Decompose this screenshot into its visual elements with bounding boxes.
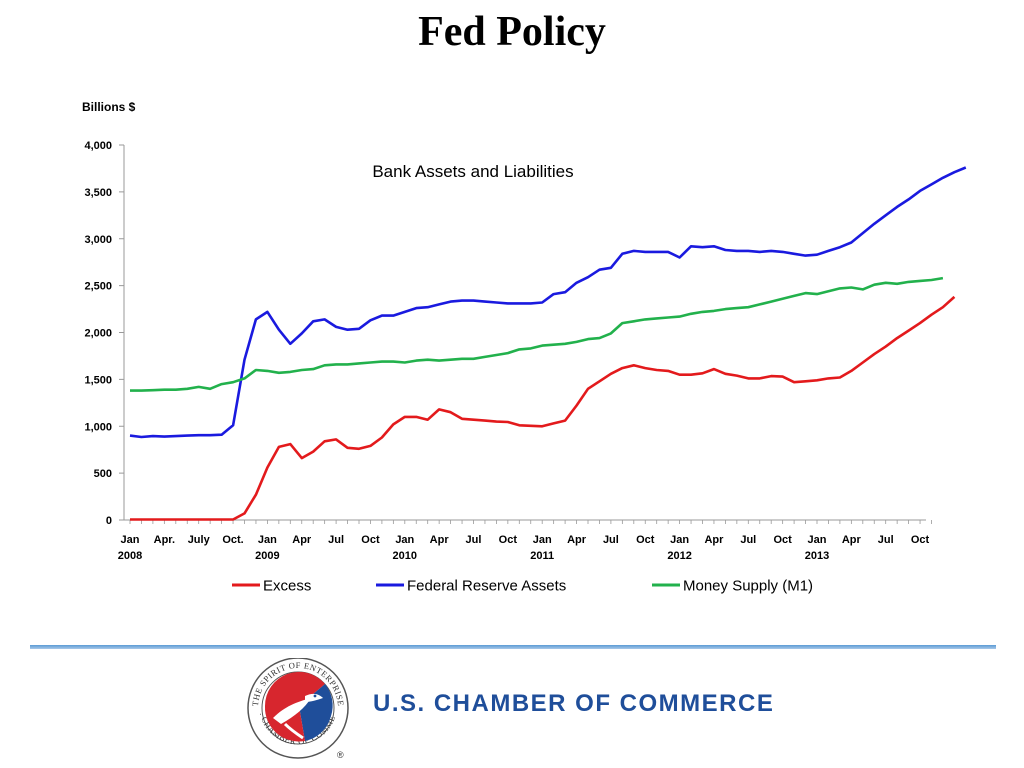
legend-label: Money Supply (M1)	[683, 578, 813, 595]
chamber-seal-logo: THE SPIRIT OF ENTERPRISE U.S. CHAMBER OF…	[245, 658, 349, 760]
footer-divider	[30, 645, 996, 649]
y-tick-label: 0	[106, 515, 112, 527]
chart-axes: 0 500 1,000 1,500 2,000 2,500 3,000 3,500 4,000 J…	[84, 140, 932, 562]
series-line	[129, 166, 967, 439]
chart-title: Bank Assets and Liabilities	[372, 162, 573, 181]
x-tick-label: Jul	[878, 534, 894, 546]
y-axis-label: Billions $	[82, 100, 136, 114]
x-tick-label: Jan	[121, 534, 140, 546]
x-tick-label: Jan	[533, 534, 552, 546]
x-tick-label: Oct	[773, 534, 792, 546]
registered-mark: ®	[337, 750, 344, 760]
y-tick-label: 1,000	[84, 421, 112, 433]
x-tick-label: Oct	[361, 534, 380, 546]
y-tick-label: 3,000	[84, 234, 112, 246]
x-year-label: 2012	[667, 550, 691, 562]
x-tick-label: July	[188, 534, 211, 546]
slide-title: Fed Policy	[418, 9, 606, 55]
y-tick-label: 4,000	[84, 140, 112, 152]
chart-legend: Excess Federal Reserve Assets Money Supply…	[232, 578, 813, 595]
x-tick-label: Apr	[704, 534, 724, 546]
chart-lines	[129, 166, 967, 521]
x-tick-label: Oct	[499, 534, 518, 546]
organization-name: U.S. CHAMBER OF COMMERCE	[373, 690, 775, 717]
x-year-label: 2008	[118, 550, 142, 562]
series-line	[130, 276, 944, 392]
x-tick-label: Oct	[911, 534, 930, 546]
line-chart: Billions $ Bank Assets and Liabilities 0…	[82, 100, 967, 595]
x-tick-label: Jul	[603, 534, 619, 546]
y-tick-label: 3,500	[84, 187, 112, 199]
y-tick-label: 1,500	[84, 374, 112, 386]
y-tick-label: 500	[94, 468, 112, 480]
series-line	[130, 295, 956, 521]
x-tick-label: Oct.	[222, 534, 243, 546]
y-tick-label: 2,500	[84, 281, 112, 293]
x-year-label: 2013	[805, 550, 829, 562]
x-year-label: 2009	[255, 550, 279, 562]
x-tick-label: Jul	[328, 534, 344, 546]
x-tick-label: Jul	[466, 534, 482, 546]
x-tick-label: Jul	[740, 534, 756, 546]
x-tick-label: Jan	[808, 534, 827, 546]
y-tick-label: 2,000	[84, 328, 112, 340]
x-tick-label: Oct	[636, 534, 655, 546]
x-tick-label: Apr	[842, 534, 862, 546]
x-year-label: 2010	[393, 550, 417, 562]
legend-label: Federal Reserve Assets	[407, 578, 566, 595]
x-tick-label: Apr	[567, 534, 587, 546]
x-tick-label: Jan	[395, 534, 414, 546]
x-tick-label: Jan	[670, 534, 689, 546]
x-tick-label: Jan	[258, 534, 277, 546]
x-year-label: 2011	[530, 550, 554, 562]
x-tick-label: Apr	[430, 534, 450, 546]
x-tick-label: Apr.	[154, 534, 175, 546]
x-tick-label: Apr	[292, 534, 312, 546]
legend-label: Excess	[263, 578, 311, 595]
